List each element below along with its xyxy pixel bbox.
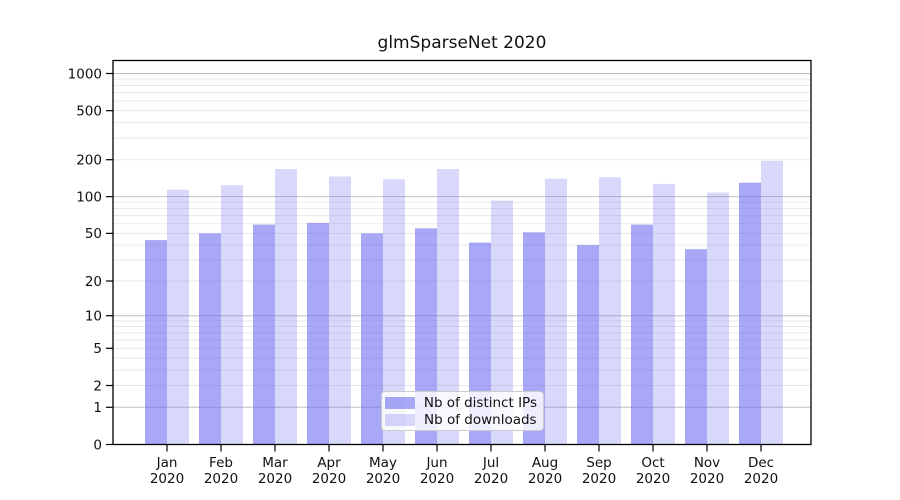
y-tick-label: 200	[76, 153, 102, 169]
x-tick-label-month: Dec	[748, 455, 774, 471]
bar-apr-nb-of-downloads	[329, 176, 351, 445]
x-tick-label-year: 2020	[528, 471, 562, 487]
plot-frame	[112, 59, 812, 446]
y-tick-label: 20	[85, 274, 102, 290]
x-tick-label-month: Apr	[317, 455, 341, 471]
bar-sep-nb-of-downloads	[599, 177, 621, 445]
bar-dec-nb-of-distinct-ips	[739, 182, 761, 445]
bar-dec-nb-of-downloads	[761, 160, 783, 445]
bar-feb-nb-of-distinct-ips	[199, 233, 221, 445]
y-tick-label: 1	[93, 400, 102, 416]
x-tick-label-year: 2020	[690, 471, 724, 487]
y-tick-label: 50	[85, 226, 102, 242]
x-tick-label-year: 2020	[636, 471, 670, 487]
x-tick-label-year: 2020	[150, 471, 184, 487]
x-tick-label-month: Jun	[425, 455, 447, 471]
x-tick-label-year: 2020	[420, 471, 454, 487]
bar-jan-nb-of-downloads	[167, 189, 189, 445]
bar-apr-nb-of-distinct-ips	[307, 222, 329, 445]
x-tick-label-month: Nov	[694, 455, 720, 471]
bar-jan-nb-of-distinct-ips	[145, 240, 167, 445]
x-tick-label-year: 2020	[258, 471, 292, 487]
x-tick-label-month: Feb	[209, 455, 233, 471]
x-tick-label-month: Mar	[262, 455, 288, 471]
bar-nov-nb-of-distinct-ips	[685, 249, 707, 445]
x-tick-label-year: 2020	[312, 471, 346, 487]
y-tick-label: 500	[76, 103, 102, 119]
y-tick-label: 10	[85, 309, 102, 325]
bar-jun-nb-of-downloads	[437, 169, 459, 445]
x-tick-label-month: May	[369, 455, 397, 471]
x-tick-label-year: 2020	[474, 471, 508, 487]
bar-oct-nb-of-distinct-ips	[631, 224, 653, 445]
bar-jul-nb-of-downloads	[491, 200, 513, 445]
x-tick-label-year: 2020	[582, 471, 616, 487]
bar-may-nb-of-downloads	[383, 179, 405, 445]
x-tick-label-year: 2020	[204, 471, 238, 487]
x-tick-label-month: Oct	[641, 455, 664, 471]
y-tick-label: 0	[93, 437, 102, 453]
x-tick-label-month: Jul	[482, 455, 499, 471]
legend: Nb of distinct IPs Nb of downloads	[381, 391, 544, 431]
legend-entry-downloads: Nb of downloads	[385, 411, 537, 428]
legend-entry-distinct-ips: Nb of distinct IPs	[385, 394, 537, 411]
bar-oct-nb-of-downloads	[653, 183, 675, 445]
y-tick-label: 1000	[68, 66, 102, 82]
legend-label-distinct-ips: Nb of distinct IPs	[423, 394, 537, 411]
y-tick-label: 5	[93, 341, 102, 357]
x-tick-label-month: Aug	[532, 455, 558, 471]
bar-feb-nb-of-downloads	[221, 185, 243, 445]
bar-jun-nb-of-distinct-ips	[415, 228, 437, 445]
legend-swatch-downloads	[385, 413, 415, 426]
legend-swatch-distinct-ips	[385, 396, 415, 409]
bar-nov-nb-of-downloads	[707, 192, 729, 445]
chart-title: glmSparseNet 2020	[377, 33, 547, 53]
x-tick-label-year: 2020	[366, 471, 400, 487]
y-tick-label: 2	[93, 378, 102, 394]
x-tick-label-month: Sep	[586, 455, 611, 471]
bar-mar-nb-of-distinct-ips	[253, 224, 275, 445]
y-tick-label: 100	[76, 189, 102, 205]
bar-aug-nb-of-downloads	[545, 178, 567, 445]
bar-mar-nb-of-downloads	[275, 169, 297, 445]
x-tick-label-month: Jan	[156, 455, 178, 471]
x-tick-label-year: 2020	[744, 471, 778, 487]
bar-may-nb-of-distinct-ips	[361, 233, 383, 445]
legend-label-downloads: Nb of downloads	[424, 411, 537, 428]
bar-sep-nb-of-distinct-ips	[577, 245, 599, 445]
